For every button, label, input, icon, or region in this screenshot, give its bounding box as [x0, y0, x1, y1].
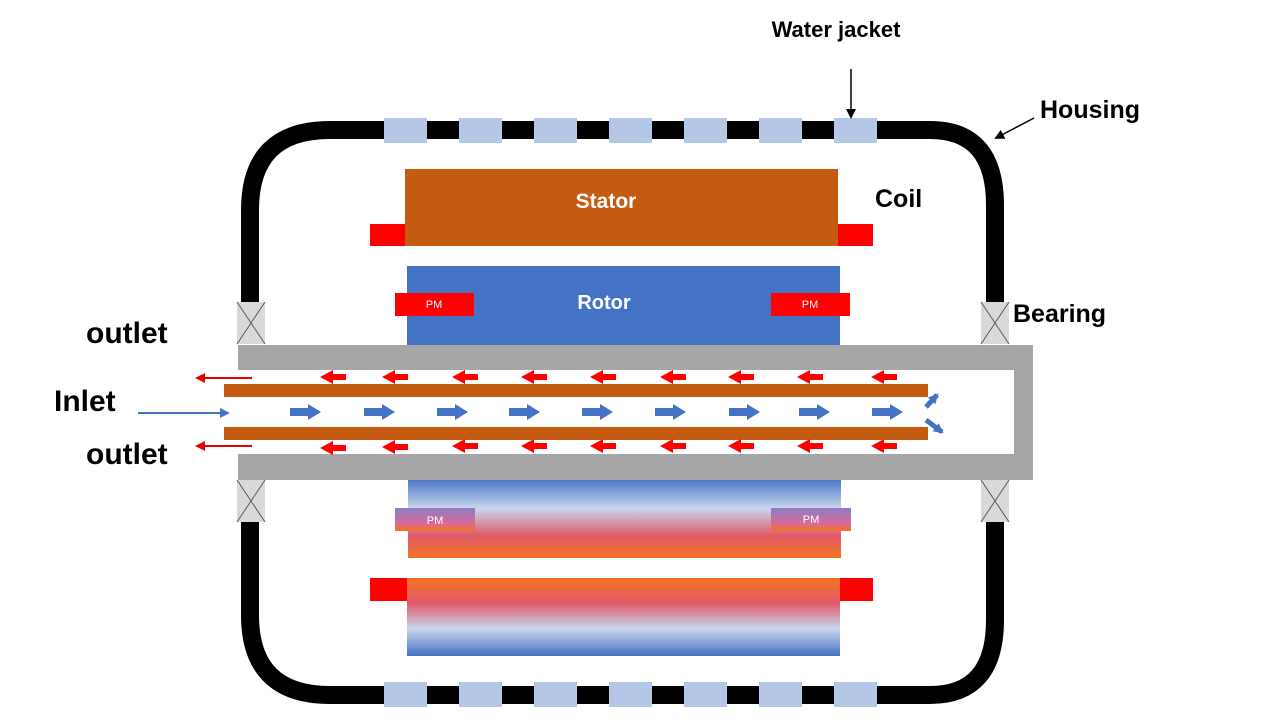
pm-label-bottom-right: PM: [803, 514, 820, 526]
coil-bottom-left: [370, 578, 407, 601]
bearing-top-left: [236, 301, 266, 345]
pm-top-right: [771, 293, 850, 316]
inner-tube-upper-wall: [224, 384, 928, 397]
outlet-flow-arrows-lower: [320, 439, 897, 455]
turnaround-arrows: [924, 393, 944, 434]
coil-top-right: [838, 224, 873, 246]
pm-bottom-right: [771, 508, 851, 531]
bearing-top-right: [980, 301, 1010, 345]
bearing-label: Bearing: [1013, 300, 1106, 328]
hollow-shaft: [238, 345, 1033, 480]
coil-bottom-right: [840, 578, 873, 601]
outlet-bottom-label: outlet: [86, 438, 168, 471]
pm-label-bottom-left: PM: [427, 515, 444, 527]
stator-label: Stator: [576, 190, 637, 213]
stator-bottom: [407, 578, 840, 656]
pm-top-left: [395, 293, 474, 316]
rotor-label: Rotor: [577, 292, 631, 314]
outlet-top-label: outlet: [86, 317, 168, 350]
inlet-flow-arrows: [290, 404, 903, 420]
water-jacket-top: [384, 118, 877, 143]
inlet-label: Inlet: [54, 385, 116, 418]
stator-top: [405, 169, 838, 246]
water-jacket-label: Water jacket: [772, 17, 901, 42]
housing-label: Housing: [1040, 96, 1140, 124]
pm-bottom-left: [395, 508, 475, 531]
bearing-bottom-right: [980, 479, 1010, 523]
outlet-flow-arrows-upper: [320, 370, 897, 384]
housing-pointer-arrow: [994, 117, 1035, 139]
rotor-bottom: [408, 478, 841, 558]
rotor-top: [407, 266, 840, 346]
water-jacket-bottom: [384, 682, 877, 707]
coil-top-left: [370, 224, 405, 246]
housing: [241, 121, 1004, 704]
pm-label-top-left: PM: [426, 299, 443, 311]
coil-label: Coil: [875, 185, 922, 213]
pm-label-top-right: PM: [802, 299, 819, 311]
inner-tube-lower-wall: [224, 427, 928, 440]
bearing-bottom-left: [236, 479, 266, 523]
